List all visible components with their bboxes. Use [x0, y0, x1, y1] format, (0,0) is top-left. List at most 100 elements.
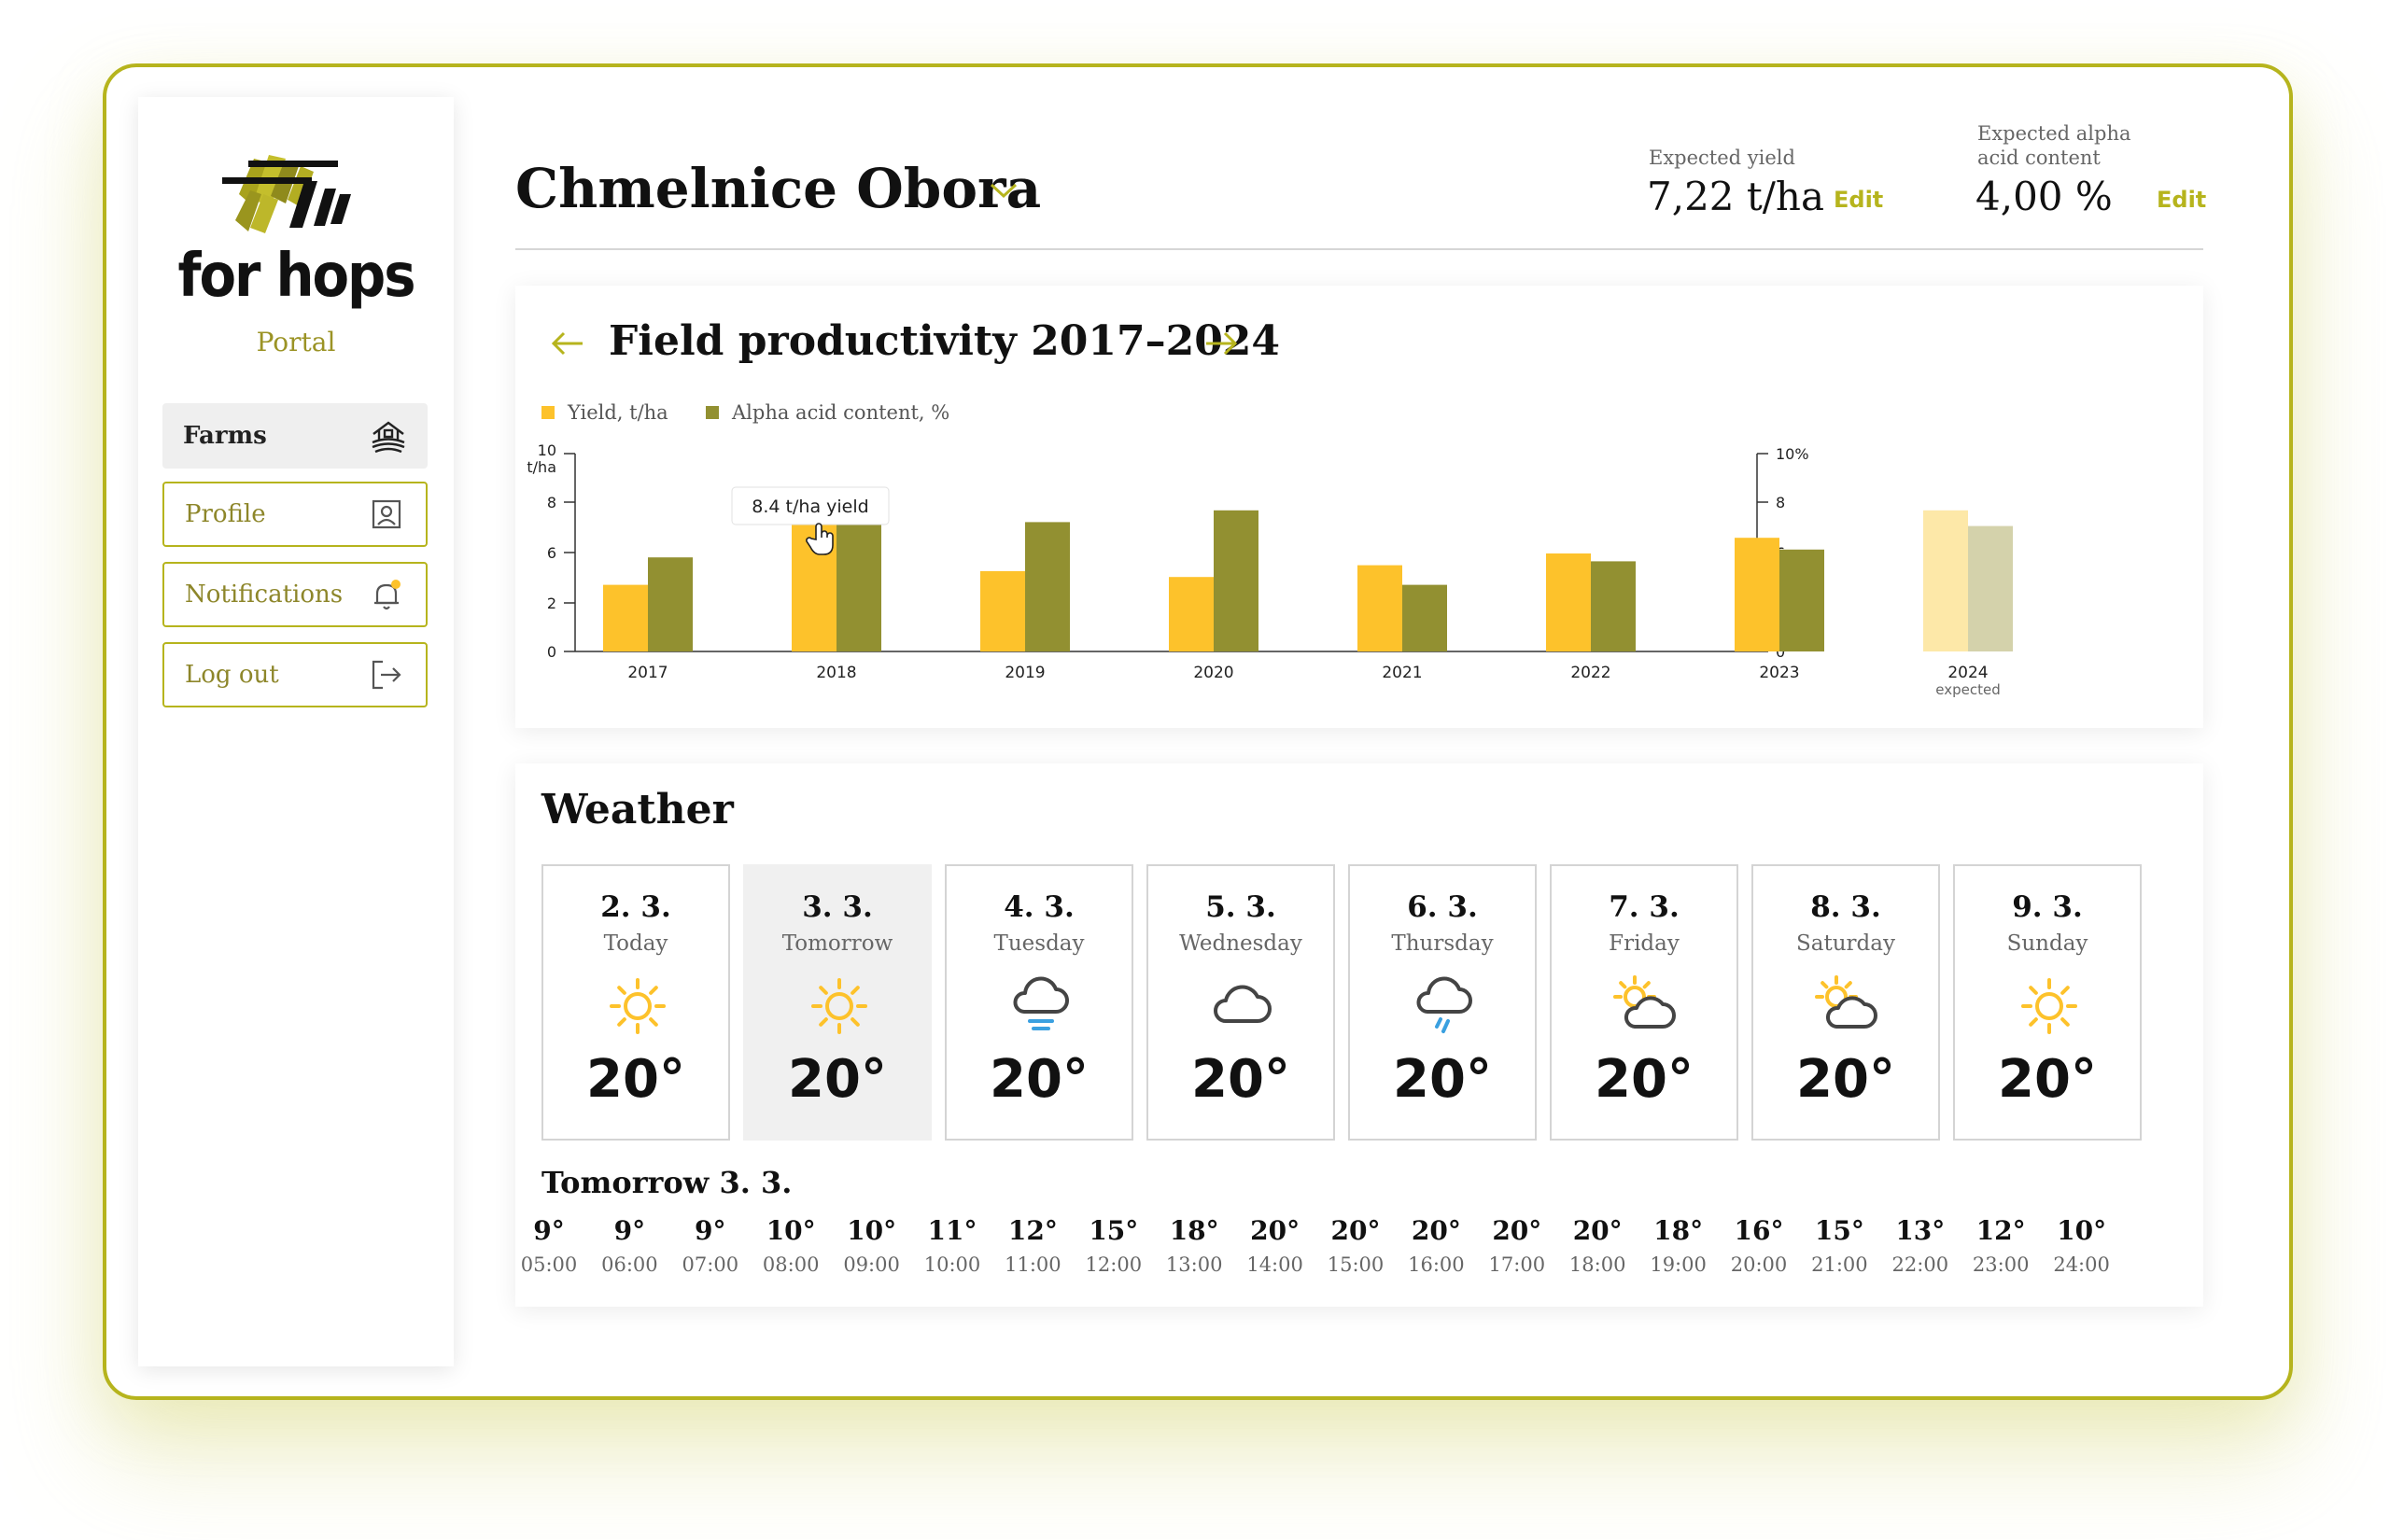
day-date: 6. 3.: [1407, 890, 1478, 924]
hourly-time: 23:00: [1972, 1253, 2030, 1276]
weather-card: Weather 2. 3. Today 20° 3. 3. Tomorrow 20° 4. …: [515, 763, 2203, 1307]
day-card[interactable]: 4. 3. Tuesday 20°: [945, 864, 1133, 1141]
hourly-temp: 20°: [1492, 1215, 1542, 1246]
sidebar-item-label: Farms: [183, 422, 267, 450]
hourly-item: 20° 14:00: [1236, 1215, 1314, 1276]
sidebar-item-label: Log out: [185, 661, 279, 689]
hourly-time: 14:00: [1246, 1253, 1303, 1276]
sidebar-item-notifications[interactable]: Notifications: [162, 562, 428, 627]
legend-swatch-yield: [541, 406, 555, 419]
hourly-time: 24:00: [2053, 1253, 2110, 1276]
header-divider: [515, 248, 2203, 250]
farm-icon: [372, 421, 405, 454]
expected-yield-value: 7,22 t/ha: [1647, 174, 1824, 219]
day-name: Friday: [1609, 931, 1680, 956]
sidebar-item-profile[interactable]: Profile: [162, 482, 428, 547]
hourly-item: 20° 17:00: [1478, 1215, 1556, 1276]
hourly-item: 15° 12:00: [1075, 1215, 1153, 1276]
hourly-temp: 11°: [927, 1215, 977, 1246]
day-card[interactable]: 6. 3. Thursday 20°: [1348, 864, 1537, 1141]
day-temp: 20°: [990, 1049, 1089, 1110]
hourly-time: 19:00: [1650, 1253, 1707, 1276]
hourly-temp: 18°: [1169, 1215, 1219, 1246]
hourly-item: 15° 21:00: [1800, 1215, 1878, 1276]
chevron-down-icon[interactable]: [988, 177, 1019, 203]
day-date: 5. 3.: [1205, 890, 1276, 924]
hourly-temp: 20°: [1330, 1215, 1381, 1246]
edit-alpha-button[interactable]: Edit: [2157, 187, 2207, 213]
hourly-item: 18° 19:00: [1639, 1215, 1718, 1276]
day-temp: 20°: [1191, 1049, 1290, 1110]
bell-icon: [374, 580, 401, 610]
bar-yield: [980, 570, 1025, 651]
hourly-temp: 9°: [613, 1215, 646, 1246]
day-card[interactable]: 8. 3. Saturday 20°: [1751, 864, 1940, 1141]
tick-label-right: 8: [1776, 494, 1785, 511]
day-name: Tuesday: [993, 931, 1085, 956]
hourly-temp: 12°: [1007, 1215, 1058, 1246]
hourly-time: 10:00: [923, 1253, 981, 1276]
hourly-item: 9° 06:00: [590, 1215, 668, 1276]
bar-alpha: [648, 557, 693, 651]
productivity-chart: 026810t/ha026810%20172018201920202021202…: [527, 441, 2013, 698]
day-card[interactable]: 7. 3. Friday 20°: [1550, 864, 1738, 1141]
day-card[interactable]: 3. 3. Tomorrow 20°: [743, 864, 932, 1141]
sidebar: for hops Portal Farms Profile Notificati…: [138, 97, 454, 1366]
legend-label-alpha: Alpha acid content, %: [732, 401, 950, 424]
sun-icon: [2021, 978, 2077, 1034]
hourly-time: 21:00: [1811, 1253, 1868, 1276]
hourly-time: 11:00: [1005, 1253, 1061, 1276]
day-date: 8. 3.: [1810, 890, 1881, 924]
day-temp: 20°: [1595, 1049, 1694, 1110]
hourly-title: Tomorrow 3. 3.: [541, 1165, 793, 1200]
category-sublabel: expected: [1935, 681, 2000, 698]
portal-label: Portal: [256, 327, 336, 357]
bar-yield: [1357, 565, 1402, 651]
edit-yield-button[interactable]: Edit: [1834, 187, 1884, 213]
day-date: 2. 3.: [600, 890, 671, 924]
productivity-title: Field productivity 2017–2024: [609, 317, 1281, 365]
hourly-item: 20° 16:00: [1397, 1215, 1475, 1276]
hourly-temp: 10°: [766, 1215, 816, 1246]
category-label: 2022: [1570, 664, 1610, 682]
farm-selector[interactable]: Chmelnice Obora: [515, 157, 1042, 220]
day-card[interactable]: 2. 3. Today 20°: [541, 864, 730, 1141]
category-label: 2018: [816, 664, 856, 682]
tick-label-left: 8: [547, 494, 556, 511]
day-name: Today: [603, 931, 668, 956]
hourly-time: 17:00: [1488, 1253, 1546, 1276]
arrow-left-icon[interactable]: [549, 329, 586, 358]
tick-label-right: 10%: [1776, 445, 1809, 463]
sidebar-item-farms[interactable]: Farms: [162, 403, 428, 469]
category-label: 2020: [1193, 664, 1233, 682]
hand-cursor-icon: [806, 523, 834, 555]
hourly-item: 18° 13:00: [1155, 1215, 1233, 1276]
sidebar-item-logout[interactable]: Log out: [162, 642, 428, 707]
bar-alpha: [1025, 522, 1070, 651]
expected-yield-label: Expected yield: [1649, 147, 1795, 169]
hourly-item: 20° 18:00: [1558, 1215, 1637, 1276]
hourly-time: 20:00: [1730, 1253, 1788, 1276]
hourly-item: 9° 05:00: [510, 1215, 588, 1276]
day-card[interactable]: 9. 3. Sunday 20°: [1953, 864, 2142, 1141]
hourly-item: 20° 15:00: [1316, 1215, 1395, 1276]
day-temp: 20°: [1393, 1049, 1492, 1110]
sun-icon: [610, 978, 666, 1034]
hourly-temp: 13°: [1895, 1215, 1946, 1246]
category-label: 2019: [1005, 664, 1045, 682]
bar-yield: [1169, 577, 1214, 651]
hourly-time: 16:00: [1408, 1253, 1465, 1276]
day-card[interactable]: 5. 3. Wednesday 20°: [1146, 864, 1335, 1141]
day-temp: 20°: [788, 1049, 887, 1110]
expected-alpha-label: Expected alpha acid content: [1977, 121, 2131, 170]
hourly-temp: 15°: [1089, 1215, 1139, 1246]
bar-yield: [603, 584, 648, 651]
hourly-item: 10° 09:00: [833, 1215, 911, 1276]
sidebar-item-label: Profile: [185, 500, 266, 528]
arrow-right-icon[interactable]: [1202, 329, 1240, 358]
bar-yield: [1546, 553, 1591, 651]
legend-label-yield: Yield, t/ha: [568, 401, 668, 424]
expected-alpha-value: 4,00 %: [1975, 174, 2113, 219]
day-name: Saturday: [1796, 931, 1895, 956]
hourly-time: 09:00: [843, 1253, 900, 1276]
